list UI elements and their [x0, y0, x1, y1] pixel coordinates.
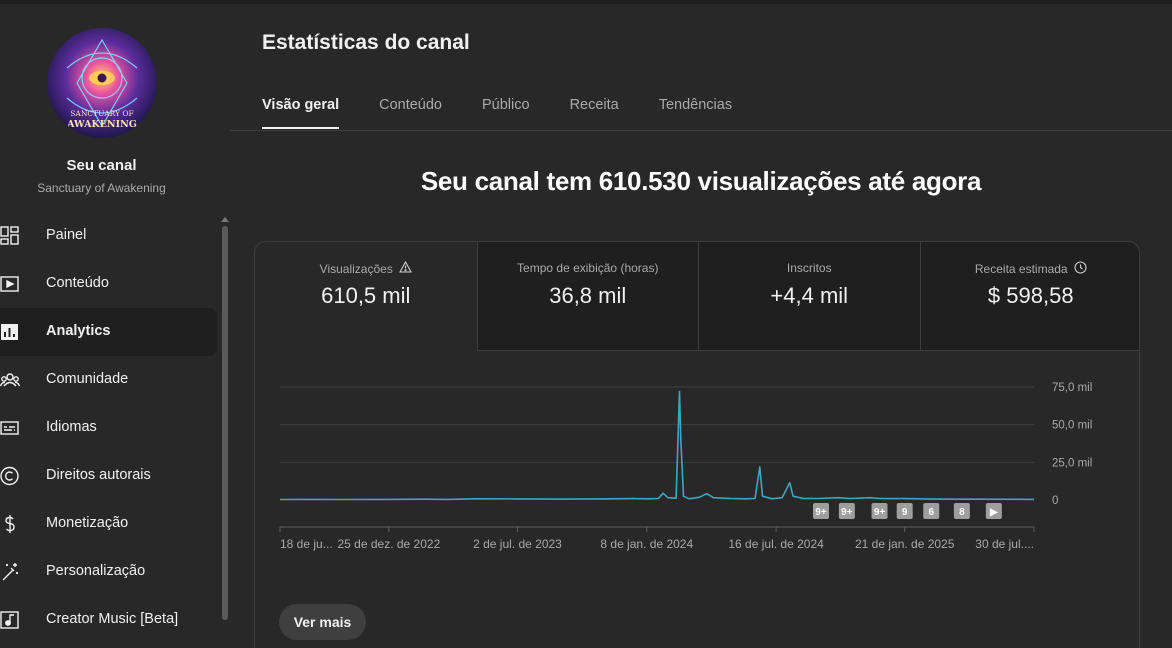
sidebar-item-label: Creator Music [Beta]	[46, 611, 179, 627]
logo-text-bottom: AWAKENING	[66, 119, 137, 130]
sidebar-scrollbar[interactable]	[222, 226, 228, 620]
video-marker-label: 6	[928, 507, 934, 518]
series-line	[279, 390, 1035, 501]
video-marker-label: 9+	[841, 507, 853, 518]
x-tick-label: 30 de jul....	[975, 537, 1034, 551]
metric-subscribers[interactable]: Inscritos +4,4 mil	[698, 242, 920, 351]
metric-value: $ 598,58	[987, 283, 1074, 308]
magic-wand-icon	[0, 562, 20, 582]
metric-watch-time[interactable]: Tempo de exibição (horas) 36,8 mil	[476, 242, 698, 351]
video-marker-label: 9	[902, 507, 908, 518]
metric-revenue[interactable]: Receita estimada $ 598,58	[919, 242, 1139, 351]
video-marker-badge[interactable]	[985, 503, 1002, 519]
sidebar-item-direitos-autorais[interactable]: Direitos autorais	[0, 452, 217, 500]
video-marker[interactable]: ▶	[985, 503, 1002, 519]
sidebar-item-label: Comunidade	[46, 371, 129, 387]
x-tick-label: 2 de jul. de 2023	[473, 537, 562, 551]
top-strip	[0, 0, 1172, 4]
see-more-button[interactable]: Ver mais	[279, 604, 366, 640]
sidebar-item-label: Analytics	[46, 323, 111, 339]
copyright-icon	[0, 466, 20, 486]
metric-value: 610,5 mil	[321, 283, 411, 308]
channel-name: Sanctuary of Awakening	[37, 181, 166, 195]
video-marker[interactable]: 6	[923, 503, 940, 519]
sidebar-nav: Painel Conteúdo Analytics	[0, 212, 218, 644]
sidebar-item-creator-music[interactable]: Creator Music [Beta]	[0, 596, 217, 644]
metric-label: Tempo de exibição (horas)	[517, 261, 659, 275]
community-icon	[0, 370, 21, 390]
y-tick-label: 0	[1052, 495, 1058, 507]
video-marker[interactable]: 8	[953, 503, 970, 519]
video-marker-badge[interactable]	[923, 503, 940, 519]
analytics-icon	[0, 322, 20, 342]
sidebar-item-label: Conteúdo	[46, 275, 109, 291]
x-tick-label: 25 de dez. de 2022	[337, 537, 440, 551]
video-marker-badge[interactable]	[896, 503, 913, 519]
tabs-divider	[230, 130, 1172, 131]
tab-publico[interactable]: Público	[482, 97, 530, 113]
video-marker-badge[interactable]	[813, 503, 830, 519]
tab-bar: Visão geral Conteúdo Público Receita Ten…	[262, 97, 772, 131]
sidebar-item-label: Painel	[46, 227, 87, 243]
sidebar-item-label: Personalização	[46, 563, 146, 579]
sidebar-item-idiomas[interactable]: Idiomas	[0, 404, 217, 452]
content-icon	[0, 274, 20, 294]
dashboard-icon	[0, 226, 20, 246]
sidebar-item-comunidade[interactable]: Comunidade	[0, 356, 217, 404]
metric-label: Receita estimada	[974, 262, 1068, 276]
page-title: Estatísticas do canal	[262, 31, 470, 54]
y-tick-label: 50,0 mil	[1052, 420, 1092, 432]
sidebar-item-personalizacao[interactable]: Personalização	[0, 548, 217, 596]
video-marker-label: 9+	[874, 507, 886, 518]
dollar-icon	[0, 514, 20, 534]
sidebar-item-label: Idiomas	[46, 419, 97, 435]
video-marker-badge[interactable]	[838, 503, 855, 519]
clock-icon[interactable]	[1074, 261, 1087, 277]
views-chart[interactable]: 0 25,0 mil 50,0 mil 75,0 mil 18 de ju... 25 d…	[255, 372, 1140, 592]
headline: Seu canal tem 610.530 visualizações até …	[420, 166, 982, 196]
logo-text-top: SANCTUARY OF	[70, 109, 133, 118]
overview-card: Visualizações 610,5 mil Tempo de exibiçã…	[254, 241, 1140, 648]
x-tick-label: 8 de jan. de 2024	[600, 537, 693, 551]
tab-conteudo[interactable]: Conteúdo	[379, 97, 442, 113]
video-marker-label: 9+	[815, 507, 827, 518]
tab-tendencias[interactable]: Tendências	[658, 97, 733, 113]
metric-label: Inscritos	[786, 261, 832, 275]
channel-title: Seu canal	[66, 157, 137, 174]
y-tick-label: 75,0 mil	[1052, 382, 1092, 394]
video-marker[interactable]: 9+	[813, 503, 830, 519]
sidebar-item-painel[interactable]: Painel	[0, 212, 217, 260]
video-marker[interactable]: 9+	[871, 503, 888, 519]
sidebar: SANCTUARY OF AWAKENING Seu canal Sanctua…	[0, 4, 230, 648]
video-marker-badge[interactable]	[953, 503, 970, 519]
metric-value: 36,8 mil	[549, 283, 627, 308]
sidebar-item-label: Monetização	[46, 515, 129, 531]
tab-visao-geral[interactable]: Visão geral	[262, 97, 340, 131]
metric-tabs: Visualizações 610,5 mil Tempo de exibiçã…	[255, 242, 1139, 351]
metric-value: +4,4 mil	[770, 283, 849, 308]
video-marker[interactable]: 9	[896, 503, 913, 519]
warning-icon[interactable]	[398, 260, 412, 276]
tab-receita[interactable]: Receita	[569, 97, 619, 113]
scroll-up-icon[interactable]	[221, 217, 229, 222]
sidebar-item-conteudo[interactable]: Conteúdo	[0, 260, 217, 308]
metric-views[interactable]: Visualizações 610,5 mil	[255, 242, 477, 351]
y-tick-label: 25,0 mil	[1052, 457, 1092, 469]
x-tick-label: 16 de jul. de 2024	[728, 537, 824, 551]
video-marker-label: 8	[959, 507, 965, 518]
metric-label: Visualizações	[319, 261, 393, 276]
music-icon	[0, 610, 20, 630]
sidebar-item-monetizacao[interactable]: Monetização	[0, 500, 217, 548]
x-tick-label: 18 de ju...	[280, 537, 333, 551]
sidebar-item-label: Direitos autorais	[46, 467, 151, 483]
subtitles-icon	[0, 418, 20, 438]
channel-avatar[interactable]: SANCTUARY OF AWAKENING	[47, 28, 157, 138]
video-marker-badge[interactable]	[871, 503, 888, 519]
sidebar-item-analytics[interactable]: Analytics	[0, 308, 217, 356]
video-marker[interactable]: 9+	[838, 503, 855, 519]
video-marker-label: ▶	[989, 507, 999, 518]
x-tick-label: 21 de jan. de 2025	[855, 537, 955, 551]
main-content: Estatísticas do canal Visão geral Conteú…	[230, 4, 1172, 648]
